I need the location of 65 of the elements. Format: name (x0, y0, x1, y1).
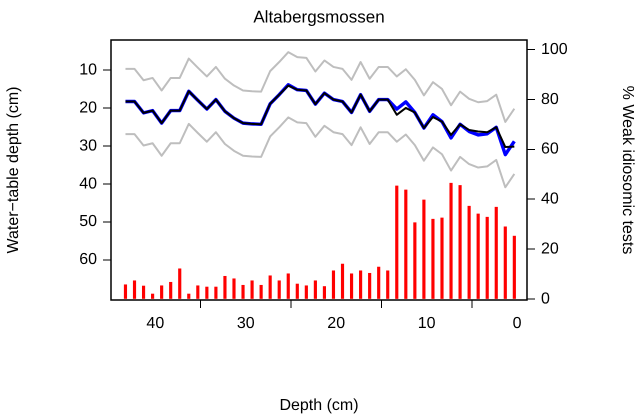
bar (169, 282, 172, 299)
y2-tick-label: 60 (541, 140, 559, 158)
y2-tick-label: 80 (541, 90, 559, 108)
bar (124, 284, 128, 299)
bar (304, 285, 308, 299)
y-tick-label: 20 (79, 99, 98, 116)
bar (205, 286, 208, 299)
bar (449, 182, 453, 299)
bar (359, 270, 362, 299)
y-tick-label: 50 (79, 213, 98, 230)
bar (440, 218, 444, 299)
bar (332, 270, 336, 299)
bar (151, 294, 154, 299)
bar (322, 286, 326, 299)
bar (368, 272, 372, 299)
bar (468, 206, 471, 299)
chart-title: Altabergsmossen (253, 8, 385, 27)
x-tick-label: 40 (146, 315, 164, 332)
bar (296, 284, 299, 299)
y2-tick-label: 20 (541, 240, 559, 258)
bar (395, 186, 398, 299)
bar (286, 273, 290, 299)
y-tick-label: 40 (79, 175, 98, 192)
bar (512, 236, 516, 299)
x-tick-label: 10 (418, 315, 436, 332)
bar (386, 270, 390, 299)
bar (486, 216, 489, 299)
bar (268, 275, 272, 299)
y-tick-label: 30 (79, 137, 98, 154)
bar (178, 268, 182, 299)
bar (142, 286, 146, 299)
bar (232, 278, 236, 299)
x-tick-label: 20 (327, 315, 346, 332)
bar (413, 222, 416, 299)
bar (377, 266, 380, 299)
x-tick-label: 30 (236, 315, 255, 332)
y2-tick-label: 0 (541, 290, 550, 308)
bar (476, 214, 480, 299)
bar (241, 284, 245, 299)
bar (504, 226, 507, 299)
bar (214, 286, 218, 299)
bar (160, 285, 164, 299)
bar (494, 206, 498, 299)
y-tick-label: 60 (79, 251, 98, 268)
bar (314, 280, 317, 299)
bar (187, 294, 190, 299)
bar (132, 280, 136, 299)
bar (223, 276, 227, 299)
y2-tick-label: 100 (541, 40, 568, 58)
bar (458, 185, 462, 299)
y-tick-label: 10 (79, 61, 98, 78)
x-axis-title: Depth (cm) (279, 396, 359, 414)
bar (350, 273, 354, 299)
bar (250, 280, 254, 299)
bar (196, 285, 200, 299)
bar (278, 280, 281, 299)
bar (404, 190, 408, 299)
bar (422, 200, 426, 299)
bar (340, 264, 344, 299)
y2-tick-label: 40 (541, 190, 559, 208)
y-axis-title: Water−table depth (cm) (5, 86, 22, 254)
x-tick-label: 0 (512, 315, 522, 332)
bar (260, 284, 263, 299)
y2-axis-title: % Weak idiosomic tests (618, 86, 636, 254)
bar (431, 218, 435, 299)
